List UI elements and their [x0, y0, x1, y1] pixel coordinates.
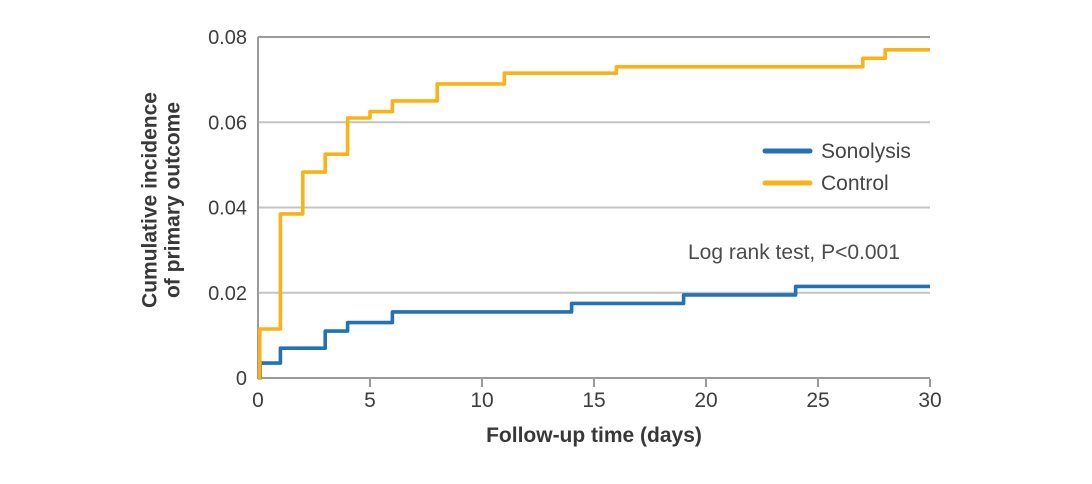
y-tick-label: 0.06	[208, 112, 247, 134]
y-axis-title-line1: Cumulative incidence	[139, 92, 162, 308]
series-line-sonolysis	[258, 284, 930, 380]
x-tick-label: 10	[470, 389, 493, 412]
x-tick-label: 0	[252, 389, 264, 412]
series-lines	[258, 48, 930, 380]
legend-label-control: Control	[821, 172, 889, 195]
legend: Sonolysis Control	[762, 140, 911, 195]
legend-label-sonolysis: Sonolysis	[821, 140, 911, 163]
y-tick-label: 0	[236, 368, 247, 390]
annotation-log-rank: Log rank test, P<0.001	[688, 241, 900, 264]
x-tick-label: 15	[582, 389, 605, 412]
x-tick-label: 25	[806, 389, 829, 412]
gridlines	[258, 36, 930, 294]
series-line-control	[258, 48, 930, 380]
y-tick-label: 0.04	[208, 198, 247, 220]
y-tick-label: 0.02	[208, 283, 247, 305]
y-axis-title-line2: of primary outcome	[162, 102, 185, 298]
y-tick-label: 0.08	[208, 27, 247, 49]
axes: 0 5 10 15 20 25 30 0 0.02 0.04 0.06 0.08	[208, 27, 942, 412]
x-tick-label: 5	[364, 389, 376, 412]
x-tick-label: 30	[918, 389, 941, 412]
x-axis-title: Follow-up time (days)	[486, 424, 702, 447]
x-tick-label: 20	[694, 389, 717, 412]
